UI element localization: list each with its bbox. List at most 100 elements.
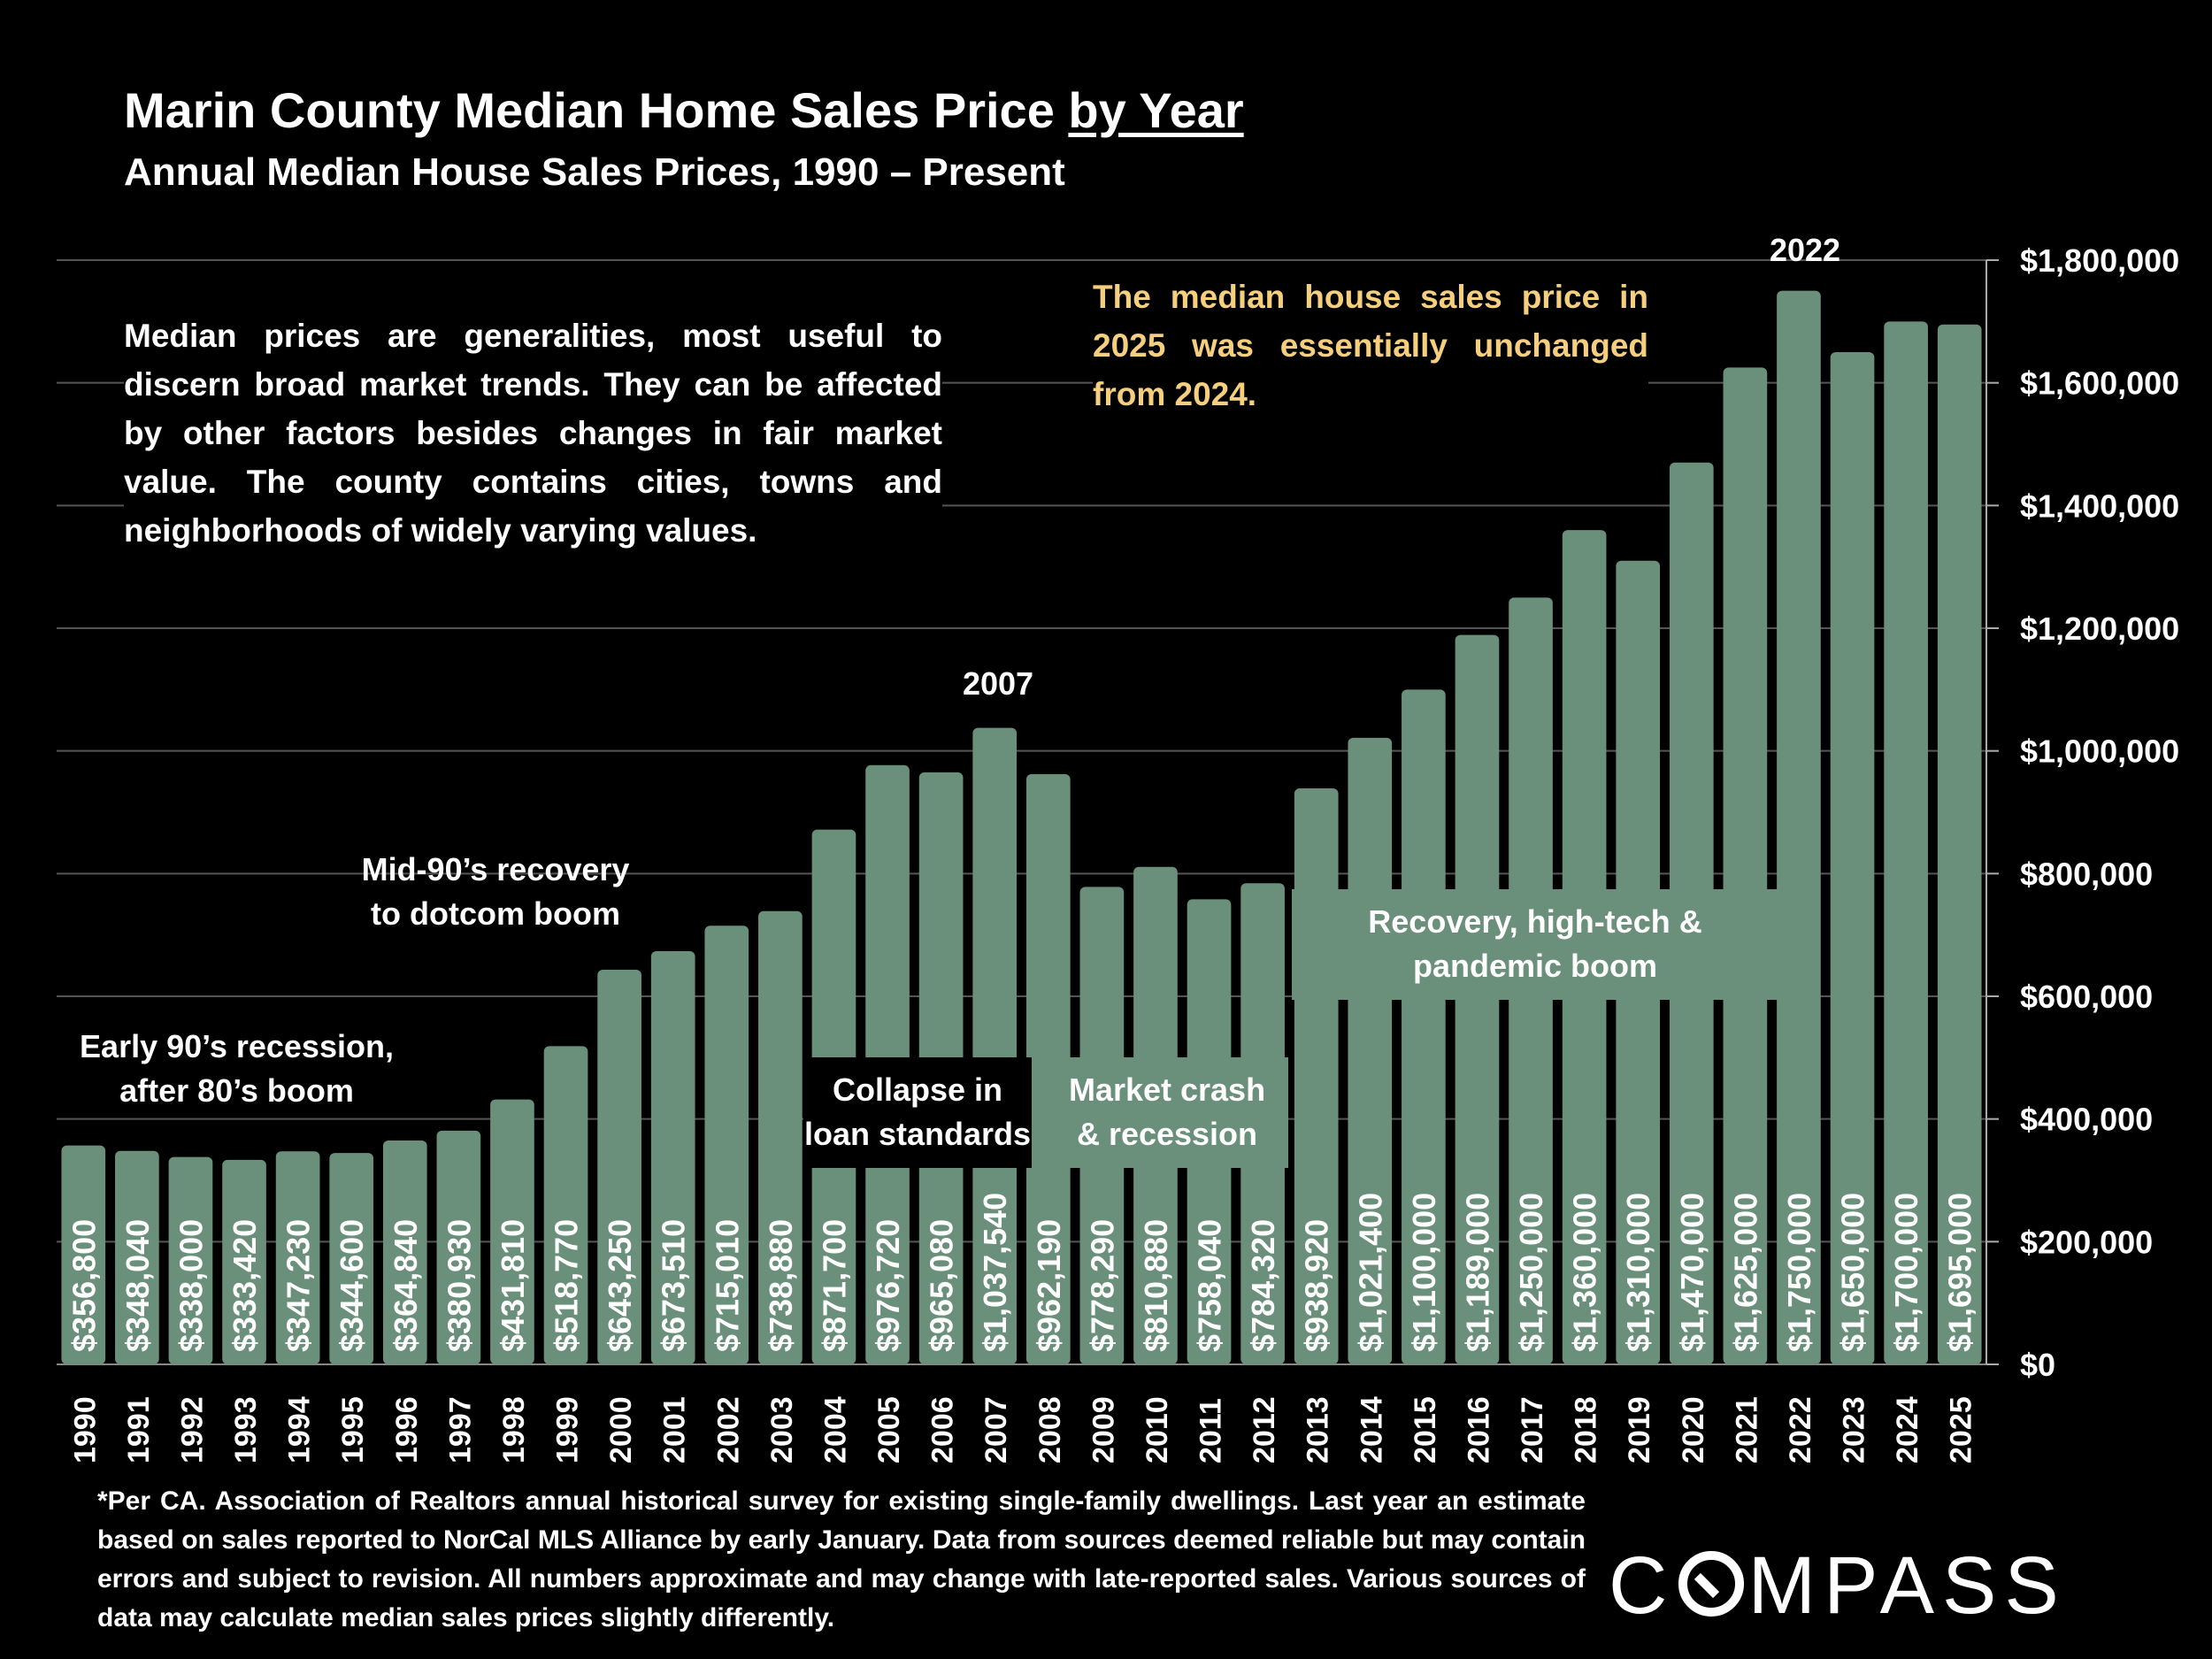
value-label-2024: $1,700,000 [1888,1193,1924,1352]
value-label-2011: $758,040 [1192,1219,1228,1352]
value-label-2002: $715,010 [709,1219,745,1352]
bar-2007 [972,727,1018,1364]
value-label-1999: $518,770 [549,1219,585,1352]
bar-1994 [275,1151,320,1364]
x-tick-label-1992: 1992 [175,1396,209,1463]
x-axis: 1990 1991 1992 1993 1994 1995 1996 1997 1998 1999… [68,1396,1978,1463]
x-tick-label-2025: 2025 [1945,1396,1978,1463]
x-tick-label-1996: 1996 [390,1396,424,1463]
y-tick-label: $1,600,000 [2020,365,2179,402]
x-tick-label-2023: 2023 [1838,1396,1871,1463]
value-label-1990: $356,800 [65,1219,102,1352]
bar-2024 [1884,321,1928,1364]
value-label-2006: $965,080 [924,1219,960,1352]
bar-1992 [168,1156,213,1364]
value-label-2010: $810,880 [1138,1219,1174,1352]
y-axis: $0 $200,000 $400,000 $600,000 $800,000 $1,000… [1985,242,2179,1383]
value-label-2020: $1,470,000 [1674,1193,1710,1352]
bar-1997 [436,1130,481,1364]
bar-2000 [597,970,641,1364]
compass-logo: C MPASS [1609,1540,2067,1631]
x-tick-label-2010: 2010 [1141,1396,1174,1463]
value-label-2005: $976,720 [870,1219,906,1352]
value-label-2004: $871,700 [816,1219,852,1352]
value-label-1998: $431,810 [495,1219,531,1352]
y-tick-label: $200,000 [2020,1224,2153,1260]
value-label-1994: $347,230 [280,1219,317,1352]
bar-2001 [650,951,695,1364]
chart-subtitle: Annual Median House Sales Prices, 1990 –… [124,150,1065,194]
x-tick-label-1999: 1999 [551,1396,585,1463]
value-label-2009: $778,290 [1084,1219,1120,1352]
median-note: Median prices are generalities, most use… [124,310,942,557]
x-tick-label-2019: 2019 [1623,1396,1656,1463]
compass-o-icon [1678,1551,1745,1617]
x-tick-label-1998: 1998 [497,1396,531,1463]
x-tick-label-2016: 2016 [1462,1396,1495,1463]
value-label-2023: $1,650,000 [1835,1193,1871,1352]
peak-label-2007: 2007 [962,665,1034,702]
x-tick-label-2021: 2021 [1730,1396,1763,1463]
value-label-1992: $338,000 [173,1219,209,1352]
bar-2021 [1723,367,1768,1364]
annotation-early-90s: Early 90’s recession, after 80’s boom [80,1028,394,1109]
x-tick-label-1990: 1990 [68,1396,102,1463]
peak-label-2022: 2022 [1769,232,1841,268]
x-tick-label-1995: 1995 [336,1396,370,1463]
bar-1996 [382,1141,427,1364]
value-label-2019: $1,310,000 [1620,1193,1656,1352]
x-tick-label-2024: 2024 [1891,1396,1924,1463]
x-tick-label-1993: 1993 [229,1396,263,1463]
value-label-1997: $380,930 [441,1219,477,1352]
bar-2002 [704,926,749,1364]
value-label-2000: $643,250 [602,1219,638,1352]
bar-1993 [222,1159,266,1364]
bar-2022 [1777,290,1821,1365]
x-tick-label-1991: 1991 [122,1396,156,1463]
bar-2023 [1830,352,1875,1364]
chart-title: Marin County Median Home Sales Price by … [124,81,1244,139]
value-label-2001: $673,510 [656,1219,692,1352]
x-tick-label-2002: 2002 [711,1396,745,1463]
value-label-2015: $1,100,000 [1406,1193,1442,1352]
x-tick-label-2013: 2013 [1302,1396,1335,1463]
value-label-2022: $1,750,000 [1781,1193,1817,1352]
x-tick-label-2011: 2011 [1194,1398,1228,1463]
y-tick-label: $400,000 [2020,1102,2153,1138]
gridlines [57,259,1986,1365]
value-label-2025: $1,695,000 [1942,1193,1978,1352]
title-underlined: by Year [1068,82,1244,138]
x-tick-label-2018: 2018 [1570,1396,1603,1463]
value-label-2021: $1,625,000 [1727,1193,1763,1352]
bar-2025 [1937,324,1982,1364]
x-tick-label-2017: 2017 [1516,1396,1549,1463]
title-prefix: Marin County Median Home Sales Price [124,82,1055,138]
x-tick-label-2000: 2000 [604,1396,638,1463]
y-tick-label: $1,400,000 [2020,488,2179,524]
bar-1995 [329,1153,374,1364]
x-tick-label-2006: 2006 [926,1396,960,1463]
annotation-mid-90s: Mid-90’s recovery to dotcom boom [361,851,630,932]
value-label-2012: $784,320 [1245,1219,1281,1352]
footnote: *Per CA. Association of Realtors annual … [97,1486,1586,1632]
value-label-1996: $364,840 [388,1219,424,1352]
x-tick-label-2001: 2001 [658,1396,692,1463]
value-label-2008: $962,190 [1031,1219,1067,1352]
x-tick-label-2005: 2005 [872,1396,906,1463]
x-tick-label-1997: 1997 [443,1396,477,1463]
bar-1990 [61,1145,106,1364]
value-label-2017: $1,250,000 [1513,1193,1549,1352]
bar-2003 [758,910,803,1364]
bar-1999 [543,1046,588,1364]
x-tick-label-2007: 2007 [979,1396,1013,1463]
value-label-1995: $344,600 [334,1219,370,1352]
x-tick-label-2003: 2003 [765,1396,799,1463]
x-tick-label-2015: 2015 [1409,1396,1442,1463]
annotation-crash: Market crash & recession [1046,1057,1288,1168]
x-tick-label-2009: 2009 [1087,1396,1120,1463]
x-tick-label-1994: 1994 [283,1396,317,1463]
annotation-recovery: Recovery, high-tech & pandemic boom [1292,889,1778,1000]
x-tick-label-2004: 2004 [818,1396,852,1463]
value-label-2014: $1,021,400 [1352,1193,1388,1352]
